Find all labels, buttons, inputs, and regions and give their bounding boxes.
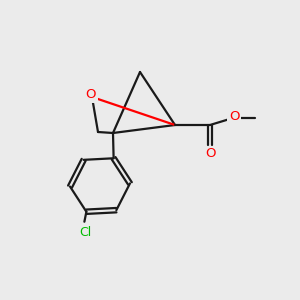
Text: Cl: Cl xyxy=(79,226,92,239)
Text: O: O xyxy=(86,88,96,101)
Text: O: O xyxy=(205,147,215,160)
Text: O: O xyxy=(229,110,239,124)
